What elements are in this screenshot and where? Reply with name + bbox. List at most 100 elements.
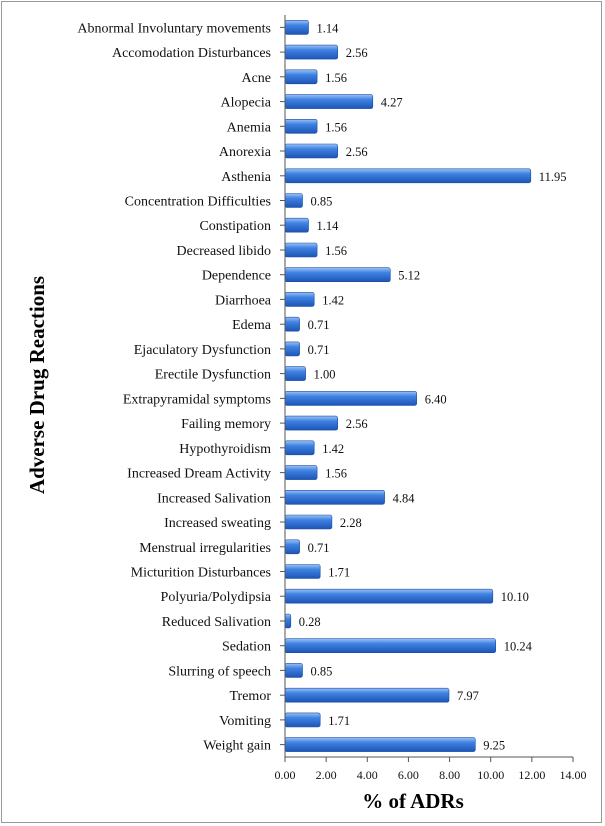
category-label: Anorexia <box>219 145 272 160</box>
category-label: Weight gain <box>203 739 271 754</box>
bar <box>284 687 450 703</box>
bar <box>284 465 318 480</box>
bar <box>284 168 532 184</box>
category-label: Alopecia <box>220 96 271 111</box>
category-label: Concentration Difficulties <box>125 195 271 210</box>
value-label: 1.14 <box>317 219 340 233</box>
x-tick-label: 12.00 <box>518 768 545 782</box>
category-label: Hypothyroidism <box>179 442 271 457</box>
category-label: Sedation <box>222 640 271 655</box>
value-label: 0.28 <box>299 615 321 629</box>
bar <box>284 613 292 629</box>
bar <box>284 341 300 357</box>
value-label: 0.85 <box>311 664 333 678</box>
bar <box>284 217 309 233</box>
category-label: Increased Salivation <box>157 491 271 506</box>
value-label: 7.97 <box>457 689 479 703</box>
bar <box>284 415 339 431</box>
value-label: 10.10 <box>501 590 529 604</box>
bar <box>284 119 318 134</box>
value-label: 1.42 <box>322 293 344 307</box>
value-label: 2.56 <box>346 417 368 431</box>
value-label: 1.42 <box>322 442 344 456</box>
bar <box>284 514 333 530</box>
category-label: Diarrhoea <box>215 293 272 308</box>
value-label: 1.00 <box>314 368 336 382</box>
x-tick-label: 8.00 <box>439 768 460 782</box>
bar <box>284 712 321 728</box>
value-label: 0.71 <box>308 318 330 332</box>
bar <box>284 292 315 307</box>
category-label: Extrapyramidal symptoms <box>123 392 271 407</box>
value-label: 1.14 <box>317 21 340 35</box>
category-label: Slurring of speech <box>168 664 271 679</box>
bar <box>284 539 300 555</box>
bar <box>284 143 339 159</box>
category-label: Failing memory <box>181 417 271 432</box>
bar <box>284 564 321 579</box>
category-label: Decreased libido <box>177 244 271 259</box>
bar-series <box>284 20 532 752</box>
bar <box>284 366 306 381</box>
value-label: 0.85 <box>311 195 333 209</box>
category-label: Increased Dream Activity <box>127 467 271 482</box>
value-label: 1.71 <box>328 714 350 728</box>
value-label: 2.28 <box>340 516 362 530</box>
category-label: Accomodation Disturbances <box>112 46 271 61</box>
value-label: 1.56 <box>325 120 347 134</box>
value-label: 6.40 <box>425 392 447 406</box>
value-label: 4.84 <box>393 491 416 505</box>
bar <box>284 44 339 60</box>
x-axis-title: % of ADRs <box>362 789 464 813</box>
bar <box>284 267 391 283</box>
category-label: Dependence <box>202 269 271 284</box>
value-label: 11.95 <box>539 170 567 184</box>
category-label: Tremor <box>230 689 272 704</box>
axes: Abnormal Involuntary movements 1.14 Accomo… <box>77 15 587 782</box>
bar <box>284 316 300 332</box>
bar <box>284 94 374 109</box>
value-label: 1.71 <box>328 566 350 580</box>
value-label: 0.71 <box>308 343 330 357</box>
value-label: 5.12 <box>398 269 420 283</box>
bar <box>284 588 494 604</box>
bar <box>284 242 318 258</box>
bar <box>284 663 303 678</box>
category-label: Menstrual irregularities <box>139 541 271 556</box>
category-label: Asthenia <box>221 170 272 185</box>
value-label: 2.56 <box>346 46 368 60</box>
category-label: Acne <box>241 71 271 86</box>
value-label: 1.56 <box>325 244 347 258</box>
category-label: Anemia <box>227 120 272 135</box>
x-tick-label: 0.00 <box>275 768 296 782</box>
bar <box>284 20 309 35</box>
bar <box>284 737 476 752</box>
x-tick-label: 10.00 <box>477 768 504 782</box>
x-tick-label: 4.00 <box>357 768 378 782</box>
value-label: 4.27 <box>381 96 403 110</box>
value-label: 9.25 <box>483 739 505 753</box>
category-label: Constipation <box>199 219 271 234</box>
value-label: 0.71 <box>308 541 330 555</box>
value-label: 2.56 <box>346 145 368 159</box>
category-label: Vomiting <box>219 714 271 729</box>
category-label: Edema <box>232 318 272 333</box>
category-label: Increased sweating <box>164 516 271 531</box>
bar <box>284 391 417 406</box>
category-label: Abnormal Involuntary movements <box>77 21 271 36</box>
bar <box>284 638 496 654</box>
value-label: 10.24 <box>504 640 533 654</box>
x-tick-label: 2.00 <box>316 768 337 782</box>
x-tick-label: 14.00 <box>560 768 587 782</box>
y-axis-title: Adverse Drug Reactions <box>25 276 49 494</box>
value-label: 1.56 <box>325 467 347 481</box>
x-tick-label: 6.00 <box>398 768 419 782</box>
category-label: Reduced Salivation <box>162 615 271 630</box>
bar <box>284 440 315 456</box>
category-label: Ejaculatory Dysfunction <box>134 343 271 358</box>
category-label: Erectile Dysfunction <box>155 368 271 383</box>
category-label: Micturition Disturbances <box>131 566 271 581</box>
category-label: Polyuria/Polydipsia <box>161 590 272 605</box>
